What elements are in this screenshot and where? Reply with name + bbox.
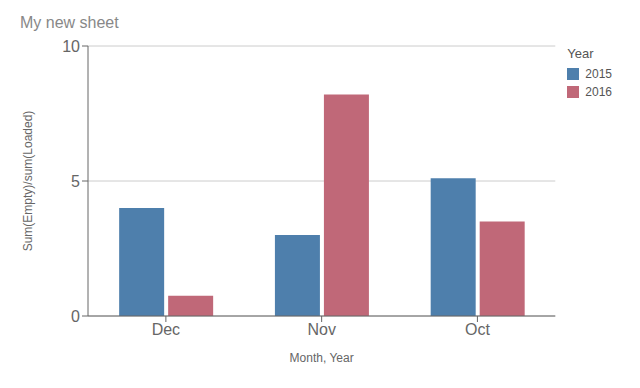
svg-text:10: 10 [62,38,80,55]
svg-text:Month, Year: Month, Year [290,351,354,365]
svg-text:Nov: Nov [307,321,335,338]
svg-text:5: 5 [71,173,80,190]
svg-text:Sum(Empty)/sum(Loaded): Sum(Empty)/sum(Loaded) [21,111,35,252]
svg-text:0: 0 [71,308,80,325]
html-text:2016: 2016 [585,85,612,99]
html-text:2015: 2015 [585,67,612,81]
svg-text:Oct: Oct [465,321,490,338]
html-text:My new sheet: My new sheet [20,14,119,31]
html-text:Year: Year [567,46,594,61]
svg-text:Dec: Dec [152,321,180,338]
